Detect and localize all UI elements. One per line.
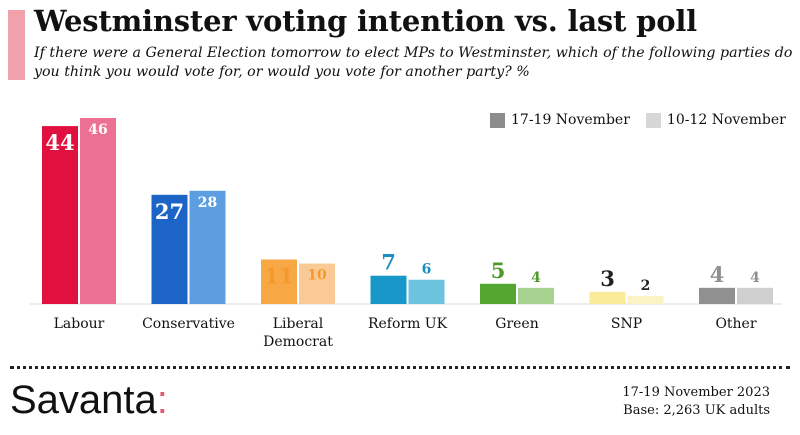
data-label-previous-4: 4: [531, 270, 541, 286]
bar-previous-1: [189, 190, 226, 304]
bar-previous-3: [408, 279, 445, 304]
bar-previous-0: [80, 118, 116, 304]
legend-label-previous: 10-12 November: [666, 112, 786, 128]
bar-current-3: [370, 275, 407, 304]
category-label-3: Reform UK: [368, 316, 448, 332]
legend-item-previous: 10-12 November: [645, 112, 786, 128]
bar-current-4: [480, 283, 516, 304]
category-label-2-1: Democrat: [263, 334, 333, 350]
data-label-previous-6: 4: [750, 270, 760, 286]
bar-previous-6: [737, 287, 773, 304]
legend-label-current: 17-19 November: [511, 112, 630, 128]
bar-current-1: [151, 194, 188, 304]
chart-title: Westminster voting intention vs. last po…: [34, 4, 697, 38]
category-label-0: Labour: [54, 316, 105, 332]
savanta-logo: Savanta:: [10, 378, 168, 422]
sample-base: Base: 2,263 UK adults: [623, 403, 770, 418]
category-label-2-0: Liberal: [273, 316, 324, 332]
data-label-current-2: 11: [264, 264, 293, 289]
bar-previous-4: [518, 287, 554, 304]
dotted-divider: [10, 366, 790, 369]
data-label-current-6: 4: [710, 262, 725, 287]
legend-item-current: 17-19 November: [490, 112, 630, 128]
data-label-current-3: 7: [381, 250, 396, 275]
fieldwork-date: 17-19 November 2023: [622, 385, 770, 400]
data-label-previous-0: 46: [88, 122, 107, 138]
data-label-previous-2: 10: [307, 268, 327, 284]
data-label-previous-1: 28: [198, 195, 217, 211]
bar-current-5: [589, 291, 626, 304]
legend-swatch-previous: [645, 112, 661, 128]
bar-current-6: [699, 287, 735, 304]
category-label-5: SNP: [611, 316, 642, 332]
bar-current-2: [261, 259, 297, 304]
chart-subtitle: If there were a General Election tomorro…: [34, 45, 793, 80]
data-label-current-5: 3: [600, 266, 615, 291]
category-label-1: Conservative: [142, 316, 235, 332]
data-label-previous-3: 6: [422, 262, 432, 278]
bar-current-0: [42, 126, 78, 304]
bar-previous-5: [627, 295, 664, 304]
legend: 17-19 November 10-12 November: [490, 112, 800, 128]
accent-bar: [8, 10, 25, 80]
data-label-current-1: 27: [155, 199, 184, 224]
data-label-previous-5: 2: [641, 278, 651, 294]
data-label-current-4: 5: [491, 258, 506, 283]
category-label-4: Green: [495, 316, 538, 332]
category-label-6: Other: [715, 316, 756, 332]
bar-previous-2: [299, 263, 335, 304]
data-label-current-0: 44: [45, 130, 74, 155]
legend-swatch-current: [490, 112, 505, 128]
